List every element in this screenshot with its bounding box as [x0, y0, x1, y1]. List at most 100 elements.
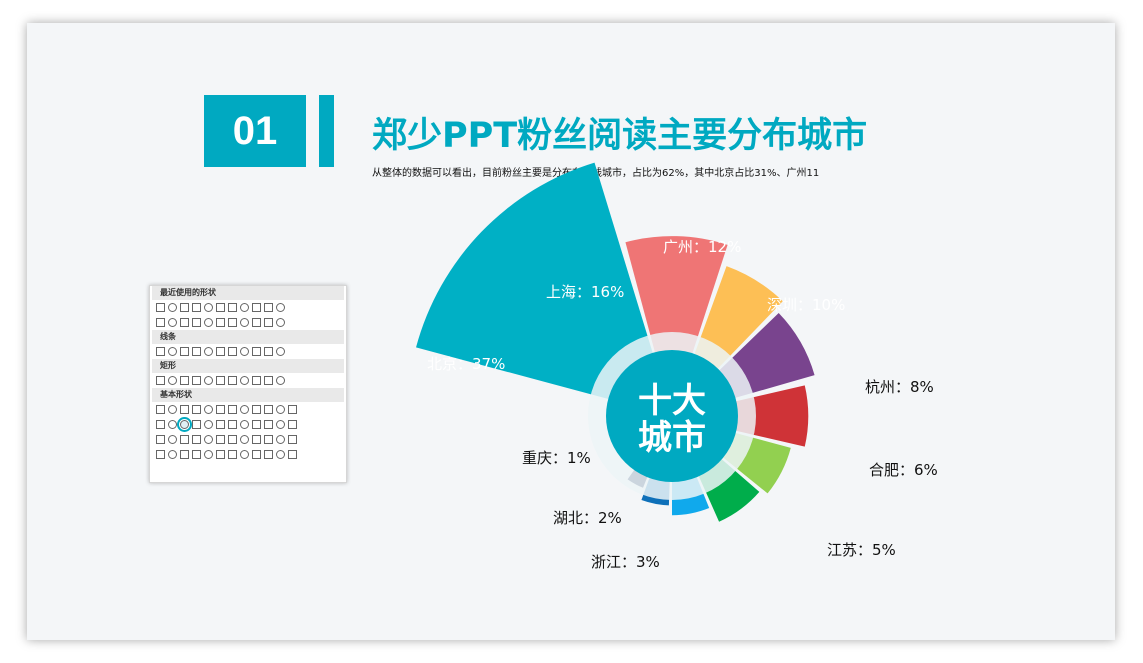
shape-icon[interactable] — [240, 420, 249, 429]
shape-icon[interactable] — [264, 303, 273, 312]
shape-icon[interactable] — [156, 318, 165, 327]
shape-icon[interactable] — [276, 420, 285, 429]
shape-icon[interactable] — [228, 318, 237, 327]
shape-icon[interactable] — [240, 376, 249, 385]
shape-icon[interactable] — [180, 435, 189, 444]
shape-icon[interactable] — [240, 303, 249, 312]
shape-icon[interactable] — [252, 435, 261, 444]
shape-icon[interactable] — [156, 420, 165, 429]
shape-icon[interactable] — [276, 435, 285, 444]
shape-icon[interactable] — [264, 450, 273, 459]
shape-icon[interactable] — [240, 318, 249, 327]
shape-icon[interactable] — [264, 405, 273, 414]
shape-icon[interactable] — [180, 303, 189, 312]
shape-icon[interactable] — [204, 405, 213, 414]
shape-icon[interactable] — [228, 376, 237, 385]
center-text-line1: 十大 — [638, 381, 706, 421]
shape-icon[interactable] — [168, 318, 177, 327]
shape-icon[interactable] — [216, 347, 225, 356]
shape-icon[interactable] — [156, 405, 165, 414]
shape-icon[interactable] — [288, 405, 297, 414]
shape-icon[interactable] — [228, 347, 237, 356]
shape-icon[interactable] — [204, 376, 213, 385]
shape-icon[interactable] — [180, 347, 189, 356]
shape-icon[interactable] — [216, 376, 225, 385]
shape-icon[interactable] — [192, 450, 201, 459]
shape-icon[interactable] — [204, 318, 213, 327]
shape-icon[interactable] — [264, 376, 273, 385]
shape-icon[interactable] — [192, 435, 201, 444]
shape-icon[interactable] — [156, 347, 165, 356]
center-text-line2: 城市 — [638, 418, 706, 458]
shape-icon[interactable] — [192, 347, 201, 356]
shape-icon[interactable] — [288, 420, 297, 429]
shape-icon[interactable] — [204, 420, 213, 429]
shape-icon[interactable] — [204, 435, 213, 444]
shape-icon[interactable] — [180, 318, 189, 327]
shape-icon[interactable] — [228, 303, 237, 312]
shape-icon[interactable] — [276, 376, 285, 385]
palette-row — [150, 373, 346, 388]
shape-icon[interactable] — [168, 405, 177, 414]
shape-icon[interactable] — [264, 420, 273, 429]
shape-icon[interactable] — [240, 450, 249, 459]
shape-icon[interactable] — [192, 376, 201, 385]
shape-icon[interactable] — [180, 376, 189, 385]
shape-icon[interactable] — [168, 435, 177, 444]
shape-icon[interactable] — [192, 303, 201, 312]
shape-icon[interactable] — [192, 420, 201, 429]
shape-icon[interactable] — [276, 450, 285, 459]
shape-icon[interactable] — [228, 420, 237, 429]
shape-icon[interactable] — [252, 303, 261, 312]
shape-icon[interactable] — [156, 303, 165, 312]
shape-icon[interactable] — [216, 405, 225, 414]
shape-icon[interactable] — [168, 303, 177, 312]
shape-icon[interactable] — [204, 347, 213, 356]
shape-icon[interactable] — [180, 405, 189, 414]
shape-icon[interactable] — [228, 435, 237, 444]
shape-icon[interactable] — [216, 420, 225, 429]
shape-icon[interactable] — [228, 450, 237, 459]
shape-icon[interactable] — [240, 405, 249, 414]
shape-icon[interactable] — [264, 435, 273, 444]
shape-icon[interactable] — [264, 347, 273, 356]
shape-icon[interactable] — [276, 318, 285, 327]
pie-shape-icon[interactable] — [177, 417, 192, 432]
shape-icon[interactable] — [264, 318, 273, 327]
shape-icon[interactable] — [156, 450, 165, 459]
shape-icon[interactable] — [216, 318, 225, 327]
shape-icon[interactable] — [168, 420, 177, 429]
shape-icon[interactable] — [168, 347, 177, 356]
shape-icon[interactable] — [252, 420, 261, 429]
shape-icon[interactable] — [204, 303, 213, 312]
shape-icon[interactable] — [168, 376, 177, 385]
shape-icon[interactable] — [216, 435, 225, 444]
slice-label-杭州: 杭州：8% — [865, 378, 934, 396]
shape-icon[interactable] — [252, 376, 261, 385]
shape-icon[interactable] — [228, 405, 237, 414]
shape-icon[interactable] — [156, 376, 165, 385]
shape-icon[interactable] — [276, 303, 285, 312]
shape-icon[interactable] — [240, 347, 249, 356]
rose-slice-北京 — [416, 162, 658, 404]
shape-icon[interactable] — [252, 318, 261, 327]
shape-icon[interactable] — [288, 450, 297, 459]
shape-icon[interactable] — [276, 347, 285, 356]
shape-icon[interactable] — [216, 450, 225, 459]
shape-icon[interactable] — [240, 435, 249, 444]
shape-icon[interactable] — [252, 347, 261, 356]
shape-palette[interactable]: 最近使用的形状 线条 矩形 基本形状 — [149, 285, 347, 483]
shape-icon[interactable] — [252, 450, 261, 459]
shape-icon[interactable] — [168, 450, 177, 459]
shape-icon[interactable] — [180, 450, 189, 459]
shape-icon[interactable] — [288, 435, 297, 444]
slice-label-江苏: 江苏：5% — [827, 541, 896, 559]
shape-icon[interactable] — [204, 450, 213, 459]
shape-icon[interactable] — [156, 435, 165, 444]
shape-icon[interactable] — [192, 318, 201, 327]
shape-icon[interactable] — [252, 405, 261, 414]
shape-icon[interactable] — [216, 303, 225, 312]
shape-icon[interactable] — [192, 405, 201, 414]
shape-icon[interactable] — [276, 405, 285, 414]
